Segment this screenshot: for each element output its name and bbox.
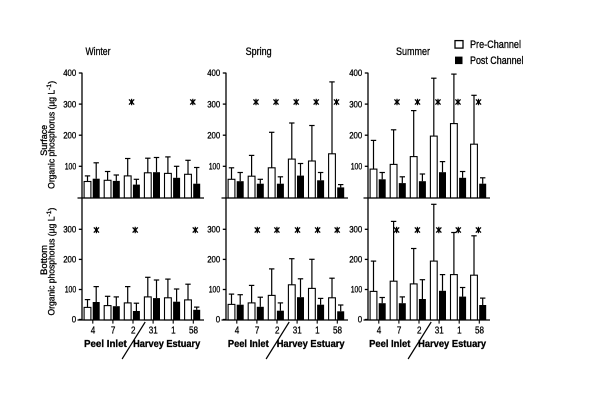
svg-text:400: 400 [63, 68, 76, 78]
svg-text:0: 0 [216, 315, 220, 325]
svg-text:200: 200 [63, 130, 76, 140]
svg-text:100: 100 [209, 162, 221, 172]
svg-text:300: 300 [349, 225, 362, 235]
svg-text:100: 100 [351, 162, 363, 172]
svg-text:31: 31 [435, 326, 444, 337]
svg-text:400: 400 [207, 68, 220, 78]
svg-text:200: 200 [63, 255, 76, 265]
svg-text:Post Channel: Post Channel [470, 55, 524, 67]
svg-text:100: 100 [209, 285, 221, 295]
svg-text:7: 7 [111, 326, 116, 337]
svg-text:Summer: Summer [396, 46, 430, 58]
svg-text:58: 58 [475, 326, 484, 337]
svg-text:Surface: Surface [39, 125, 49, 156]
svg-text:7: 7 [255, 326, 260, 337]
svg-text:Peel Inlet: Peel Inlet [228, 339, 269, 350]
svg-text:Spring: Spring [246, 46, 272, 58]
svg-text:200: 200 [349, 255, 362, 265]
svg-text:100: 100 [65, 162, 77, 172]
svg-text:Harvey Estuary: Harvey Estuary [277, 339, 345, 350]
svg-text:31: 31 [149, 326, 158, 337]
svg-text:31: 31 [293, 326, 302, 337]
svg-text:300: 300 [63, 99, 76, 109]
svg-text:1: 1 [315, 326, 320, 337]
svg-text:300: 300 [207, 225, 220, 235]
svg-text:300: 300 [349, 99, 362, 109]
svg-text:200: 200 [207, 130, 220, 140]
svg-text:0: 0 [72, 315, 76, 325]
svg-text:400: 400 [349, 68, 362, 78]
svg-text:300: 300 [63, 225, 76, 235]
svg-text:Peel Inlet: Peel Inlet [369, 339, 411, 350]
svg-text:Organic phosphorus (µg L-1): Organic phosphorus (µg L-1) [46, 81, 57, 189]
svg-text:Bottom: Bottom [39, 245, 49, 275]
svg-text:58: 58 [189, 326, 198, 337]
svg-text:7: 7 [397, 326, 402, 337]
svg-text:Harvey Estuary: Harvey Estuary [133, 339, 200, 350]
svg-text:2: 2 [131, 326, 136, 337]
svg-text:1: 1 [457, 326, 462, 337]
svg-text:2: 2 [275, 326, 280, 337]
svg-text:Winter: Winter [86, 46, 111, 58]
svg-text:4: 4 [91, 326, 96, 337]
svg-text:1: 1 [171, 326, 176, 337]
svg-text:58: 58 [333, 326, 342, 337]
svg-text:Harvey Estuary: Harvey Estuary [418, 339, 486, 350]
svg-text:100: 100 [65, 285, 77, 295]
svg-text:200: 200 [207, 255, 220, 265]
svg-text:0: 0 [358, 315, 362, 325]
svg-text:Peel Inlet: Peel Inlet [84, 339, 127, 350]
svg-text:Organic phosphorus (µg L-1): Organic phosphorus (µg L-1) [46, 207, 57, 315]
svg-text:100: 100 [351, 285, 363, 295]
svg-text:200: 200 [349, 130, 362, 140]
svg-text:4: 4 [377, 326, 382, 337]
svg-text:300: 300 [207, 99, 220, 109]
svg-text:4: 4 [235, 326, 240, 337]
svg-text:2: 2 [417, 326, 422, 337]
svg-text:Pre-Channel: Pre-Channel [470, 39, 521, 51]
